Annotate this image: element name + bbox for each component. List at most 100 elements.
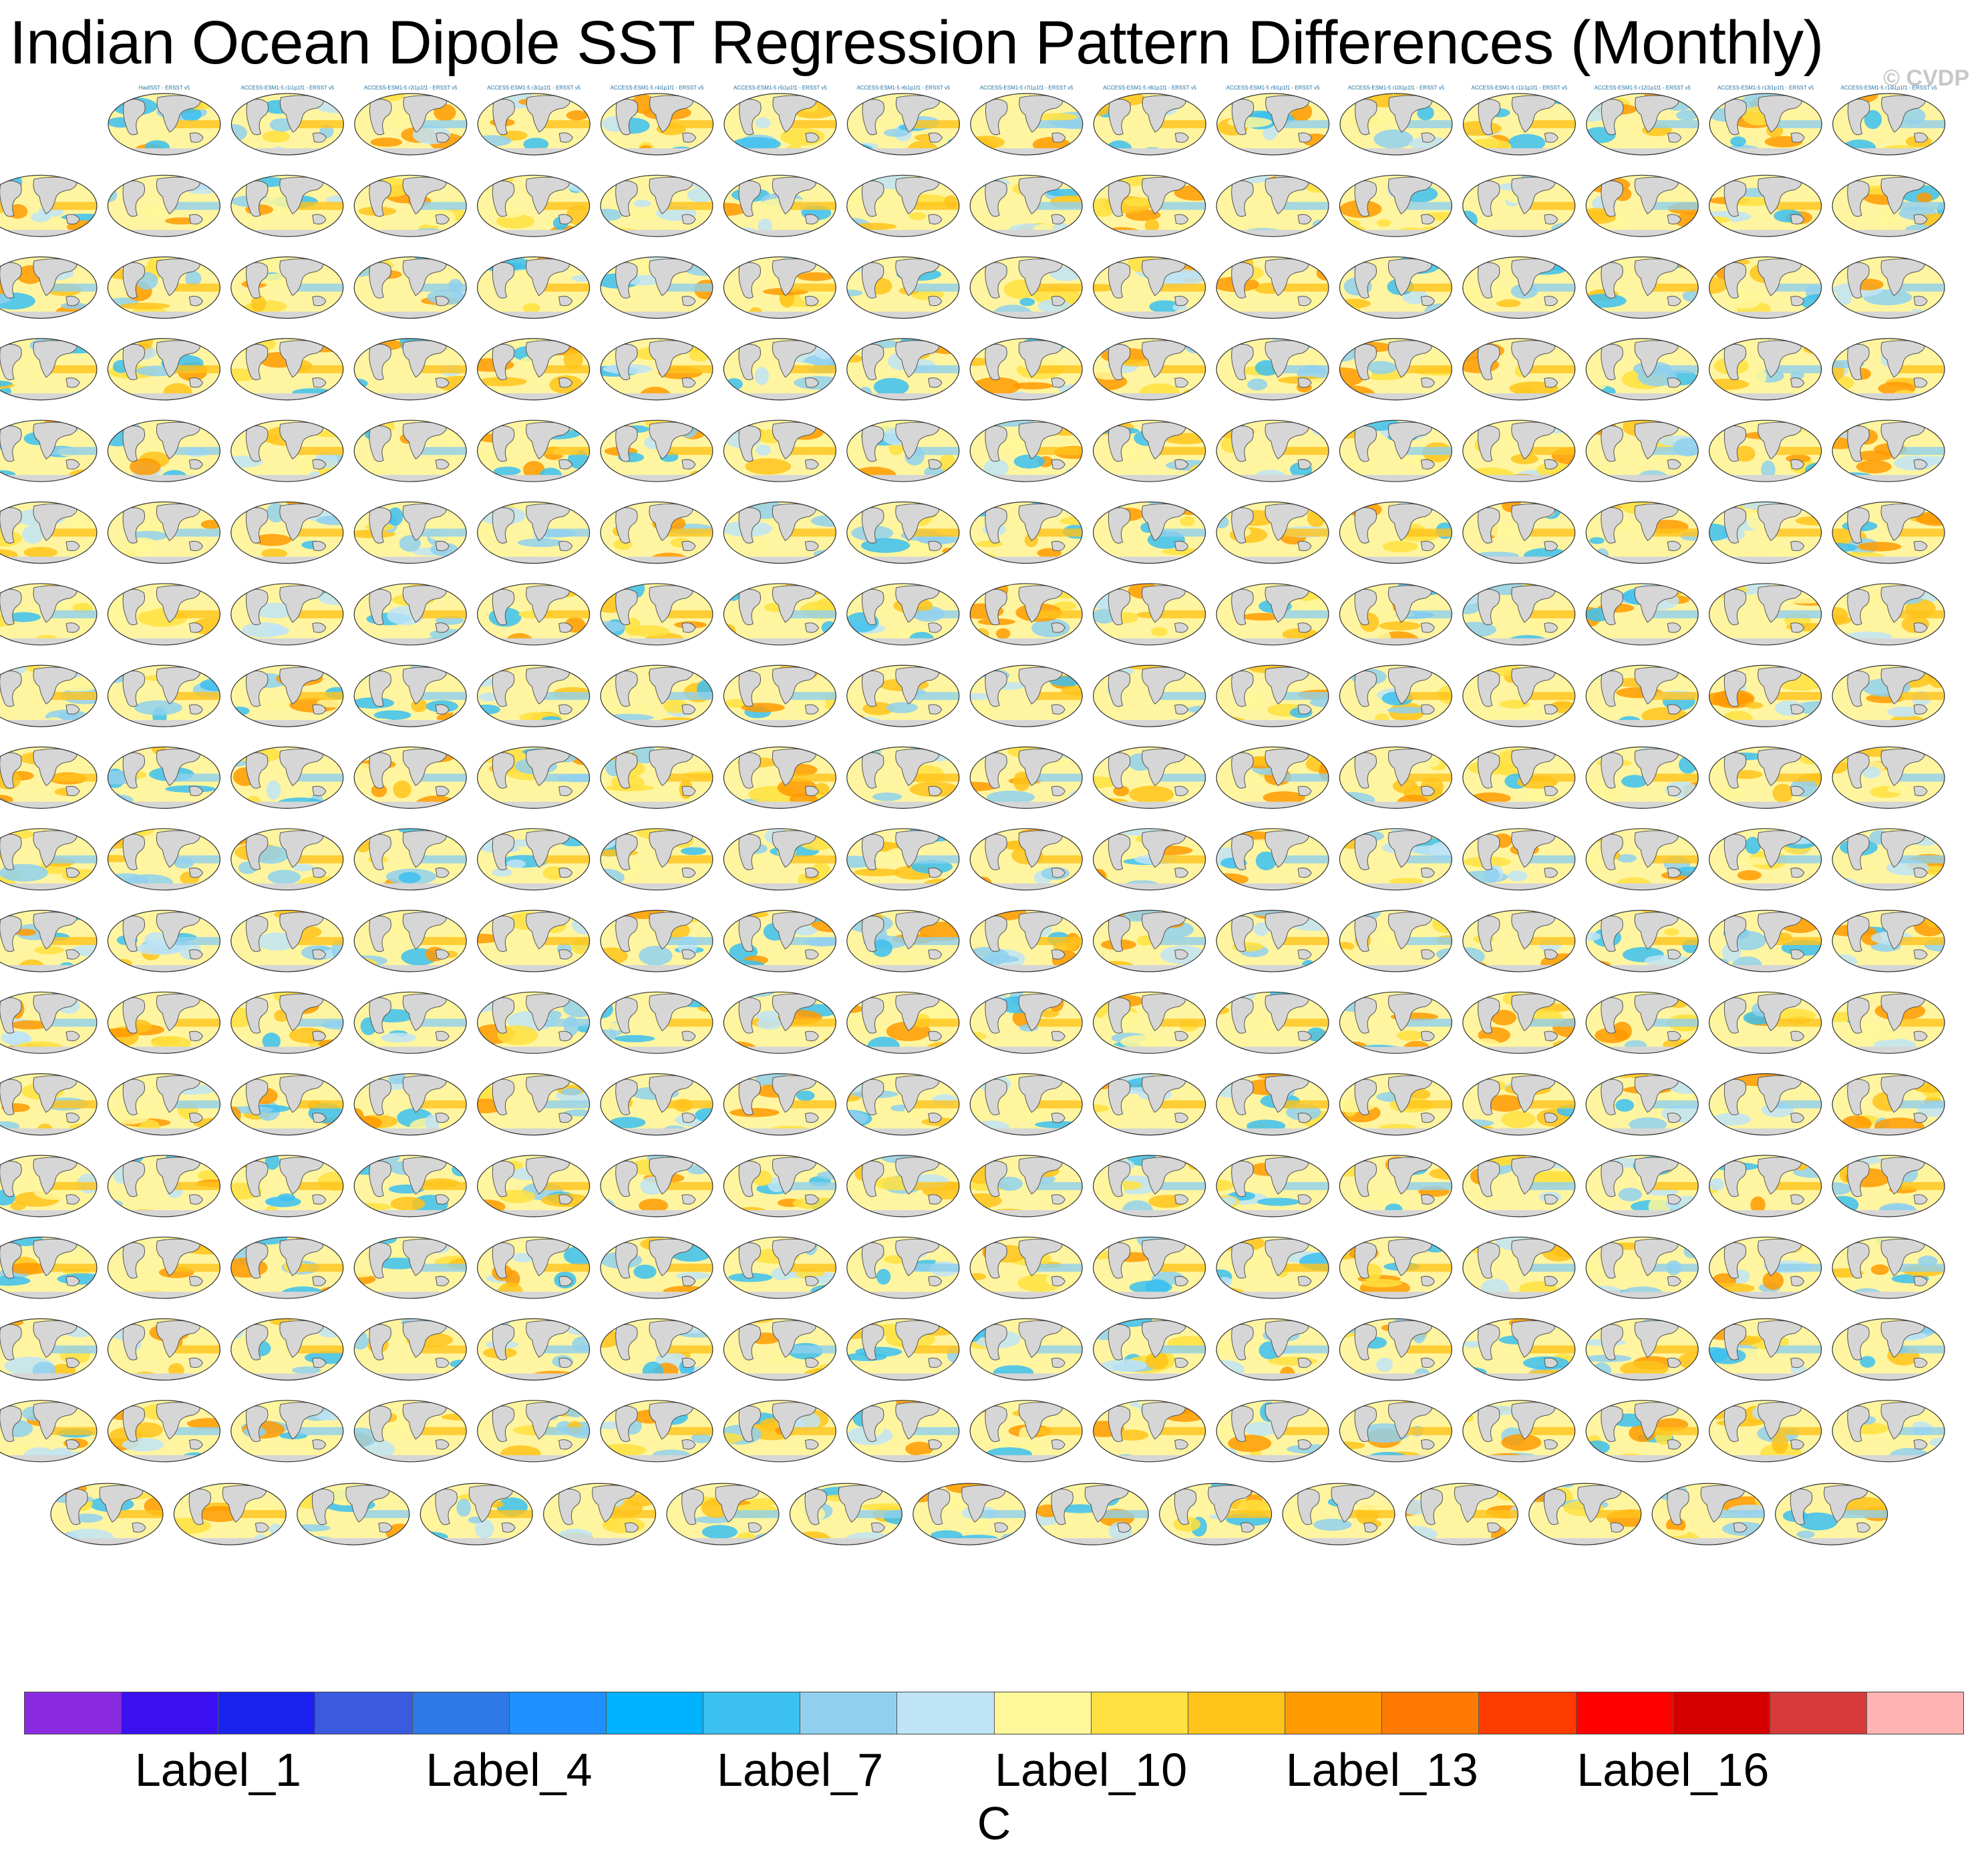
map-outline (1585, 1236, 1699, 1299)
map-panel (1832, 991, 1945, 1054)
map-outline (107, 1318, 220, 1381)
map-outline (600, 665, 713, 727)
map-outline (846, 1073, 960, 1136)
map-panel (1092, 828, 1206, 891)
map-outline (107, 256, 220, 319)
map-panel (969, 1236, 1083, 1299)
map-panel (107, 910, 220, 972)
map-anomaly-field (846, 420, 959, 482)
colorbar-segment (1770, 1692, 1867, 1734)
map-outline (1709, 1236, 1822, 1299)
map-outline (230, 910, 344, 972)
map-panel (476, 174, 591, 237)
map-anomaly-field (1832, 992, 1945, 1054)
map-outline (1462, 991, 1576, 1054)
map-outline (0, 256, 98, 319)
map-panel (1709, 1155, 1822, 1218)
map-outline (846, 338, 960, 401)
map-anomaly-field (1586, 176, 1699, 237)
map-panel (969, 583, 1083, 646)
map-anomaly-field (723, 502, 836, 564)
map-panel (1462, 256, 1576, 319)
map-outline (476, 1073, 591, 1136)
map-outline (476, 746, 591, 809)
map-outline (1216, 419, 1329, 482)
map-outline (230, 501, 344, 564)
map-outline (723, 419, 837, 482)
map-outline (1339, 93, 1453, 156)
map-panel (1709, 910, 1822, 972)
map-panel (846, 338, 960, 401)
colorbar-segment (897, 1692, 995, 1734)
map-outline (1832, 665, 1945, 727)
map-anomaly-field (174, 1485, 287, 1545)
map-panel (723, 746, 837, 809)
map-panel (1709, 746, 1822, 809)
map-panel (353, 1073, 467, 1136)
map-panel (600, 1155, 713, 1218)
map-panel (1832, 1073, 1945, 1136)
map-anomaly-field (1832, 1155, 1945, 1217)
map-anomaly-field (230, 667, 343, 727)
map-anomaly-field (667, 1485, 779, 1545)
map-outline (230, 583, 344, 646)
map-panel (1339, 665, 1452, 727)
map-outline (846, 1236, 960, 1299)
colorbar-segment (1285, 1692, 1383, 1734)
map-outline (1585, 583, 1699, 646)
map-panel (542, 1483, 657, 1545)
colorbar-segment (1673, 1692, 1770, 1734)
map-panel: ACCESS-ESM1-5 r10i1p1f1 - ERSST v5 (1339, 85, 1453, 156)
map-panel (969, 746, 1083, 809)
map-outline (0, 583, 98, 646)
map-outline (1832, 910, 1945, 972)
map-outline (600, 1318, 713, 1381)
map-anomaly-field (723, 828, 836, 890)
map-panel (1092, 501, 1206, 564)
colorbar-segment (122, 1692, 219, 1734)
map-panel (1339, 1236, 1452, 1299)
map-panel (1585, 583, 1699, 646)
map-anomaly-field (477, 1238, 590, 1299)
map-anomaly-field (108, 502, 220, 564)
map-outline (297, 1483, 410, 1545)
map-panel (0, 910, 98, 972)
map-panel (1709, 174, 1822, 237)
map-outline (1585, 1318, 1699, 1381)
map-outline (353, 828, 467, 891)
map-panel (1709, 1318, 1822, 1381)
colorbar-segment (1866, 1692, 1964, 1734)
map-anomaly-field (230, 1237, 343, 1299)
map-panel (1339, 1073, 1452, 1136)
map-panel (1462, 665, 1576, 727)
map-anomaly-field (0, 747, 97, 809)
map-panel (846, 419, 960, 482)
map-outline (789, 1483, 903, 1545)
map-outline (600, 1155, 713, 1218)
map-anomaly-field (846, 1238, 959, 1299)
map-outline (1585, 991, 1699, 1054)
map-outline (1585, 1073, 1699, 1136)
map-anomaly-field (1340, 94, 1452, 155)
map-panel (107, 665, 220, 727)
map-panel (1585, 1073, 1699, 1136)
map-anomaly-field (1339, 583, 1452, 645)
panel-subtitle: ACCESS-ESM1-5 r2i1p1f1 - ERSST v5 (364, 85, 458, 91)
map-panel (1092, 746, 1206, 809)
map-outline (1709, 1318, 1822, 1381)
map-outline (1832, 419, 1945, 482)
map-outline (1462, 1155, 1576, 1218)
map-panel (1462, 1073, 1576, 1136)
map-panel (1585, 828, 1699, 891)
map-panel (230, 583, 344, 646)
map-panel (476, 1318, 591, 1381)
map-panel (476, 1155, 591, 1218)
map-panel (230, 828, 344, 891)
map-outline (1462, 746, 1576, 809)
map-outline (969, 1400, 1083, 1463)
map-anomaly-field (1832, 585, 1945, 645)
map-panel (600, 1073, 713, 1136)
map-outline (353, 1155, 467, 1218)
map-panel (1092, 583, 1206, 646)
map-panel (230, 501, 344, 564)
